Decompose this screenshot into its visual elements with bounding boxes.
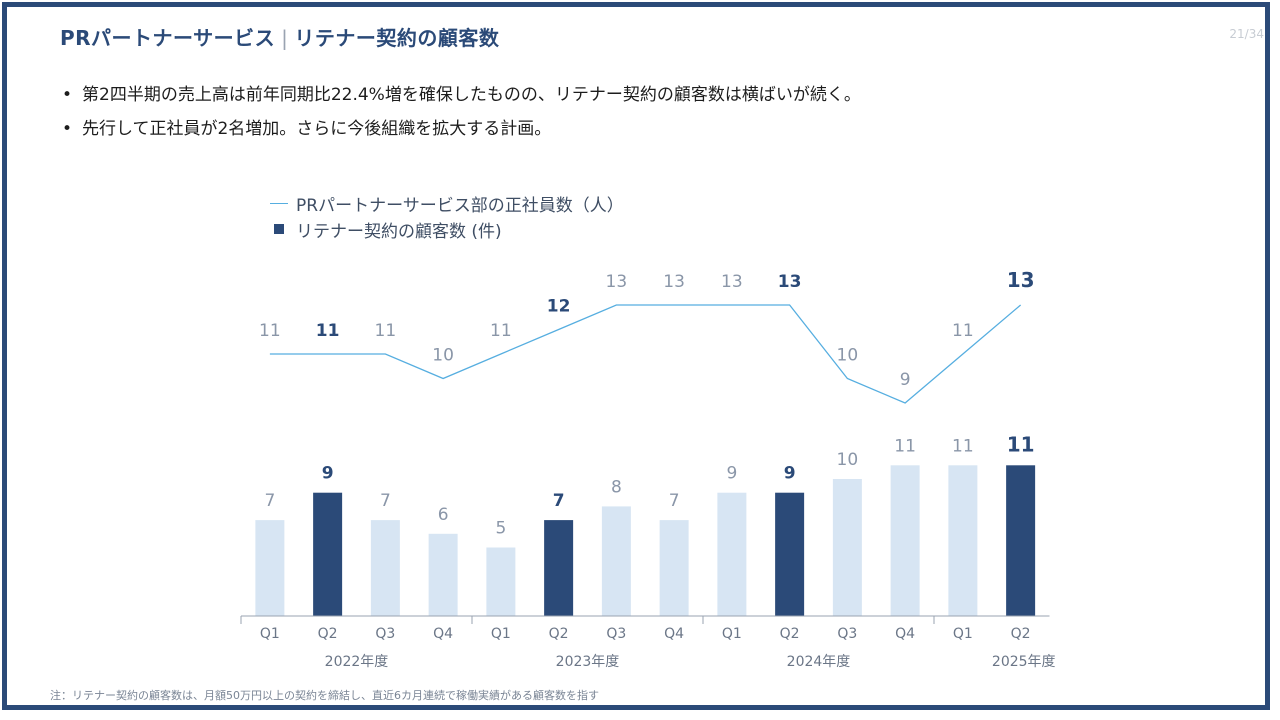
bullet-list: 第2四半期の売上高は前年同期比22.4%増を確保したものの、リテナー契約の顧客数…: [62, 78, 861, 146]
bar: [1006, 465, 1036, 616]
x-tick-label: Q2: [318, 626, 338, 642]
bar: [544, 520, 574, 616]
legend-item-line: PRパートナーサービス部の正社員数（人）: [270, 190, 624, 216]
bar-value-label: 11: [894, 436, 916, 456]
bar-value-label: 8: [611, 477, 622, 497]
footnote: 注：リテナー契約の顧客数は、月額50万円以上の契約を締結し、直近6カ月連続で稼働…: [50, 689, 599, 702]
x-tick-label: Q3: [375, 626, 395, 642]
title-sub: リテナー契約の顧客数: [294, 26, 500, 50]
line-value-label: 11: [952, 321, 974, 341]
legend-bar-label: リテナー契約の顧客数 (件): [296, 221, 502, 242]
line-value-label: 11: [375, 321, 397, 341]
line-value-label: 9: [900, 370, 911, 390]
bar: [370, 520, 400, 616]
bullet-item: 第2四半期の売上高は前年同期比22.4%増を確保したものの、リテナー契約の顧客数…: [62, 78, 861, 112]
line-value-label: 13: [606, 272, 628, 292]
x-tick-label: Q2: [1011, 626, 1031, 642]
bar: [601, 506, 631, 616]
line-value-label: 13: [1007, 268, 1035, 292]
year-label: 2023年度: [556, 654, 620, 670]
line-series: [269, 304, 1022, 404]
bar-value-label: 7: [669, 491, 680, 511]
line-value-label: 13: [721, 272, 743, 292]
bar-value-label: 5: [495, 519, 506, 539]
bar: [486, 547, 516, 616]
line-value-label: 11: [316, 321, 340, 341]
legend-line-swatch: [270, 202, 288, 204]
x-tick-label: Q4: [433, 626, 453, 642]
x-tick-label: Q2: [780, 626, 800, 642]
bar-value-label: 7: [553, 491, 565, 511]
line-value-label: 12: [547, 297, 571, 317]
x-tick-label: Q4: [895, 626, 915, 642]
line-value-label: 13: [663, 272, 685, 292]
bar: [890, 465, 920, 616]
bar: [313, 492, 343, 616]
x-tick-label: Q3: [606, 626, 626, 642]
bar: [717, 492, 747, 616]
bar-value-label: 7: [264, 491, 275, 511]
year-label: 2024年度: [787, 654, 851, 670]
legend-bar-swatch: [274, 224, 284, 234]
bar-value-label: 7: [380, 491, 391, 511]
bar: [775, 492, 805, 616]
title-main: PRパートナーサービス: [60, 26, 276, 50]
bar: [428, 533, 458, 616]
bar-value-label: 9: [322, 464, 334, 484]
x-tick-label: Q2: [549, 626, 569, 642]
bar-value-label: 11: [952, 436, 974, 456]
x-tick-label: Q1: [722, 626, 742, 642]
bar: [832, 479, 862, 616]
bar-value-label: 11: [1007, 432, 1035, 456]
line-value-label: 11: [490, 321, 512, 341]
bullet-item: 先行して正社員が2名増加。さらに今後組織を拡大する計画。: [62, 112, 861, 146]
year-label: 2025年度: [992, 654, 1056, 670]
bar: [659, 520, 689, 616]
x-tick-label: Q4: [664, 626, 684, 642]
line-value-label: 13: [778, 272, 802, 292]
slide-frame: [2, 2, 1270, 710]
line-value-label: 10: [432, 346, 454, 366]
bar-value-label: 9: [784, 464, 796, 484]
x-tick-label: Q1: [953, 626, 973, 642]
bar: [948, 465, 978, 616]
title-separator: |: [281, 26, 289, 50]
bar-value-label: 9: [726, 464, 737, 484]
x-tick-label: Q1: [491, 626, 511, 642]
bar-value-label: 10: [837, 450, 859, 470]
legend-item-bar: リテナー契約の顧客数 (件): [270, 216, 624, 242]
chart-legend: PRパートナーサービス部の正社員数（人） リテナー契約の顧客数 (件): [270, 190, 624, 242]
line-value-label: 11: [259, 321, 281, 341]
x-tick-label: Q1: [260, 626, 280, 642]
legend-line-label: PRパートナーサービス部の正社員数（人）: [296, 195, 624, 216]
x-tick-label: Q3: [837, 626, 857, 642]
slide-title: PRパートナーサービス | リテナー契約の顧客数: [60, 22, 499, 51]
bar: [255, 520, 285, 616]
line-value-label: 10: [837, 346, 859, 366]
bar-value-label: 6: [438, 505, 449, 525]
page-number: 21/34: [1229, 27, 1264, 41]
year-label: 2022年度: [325, 654, 389, 670]
